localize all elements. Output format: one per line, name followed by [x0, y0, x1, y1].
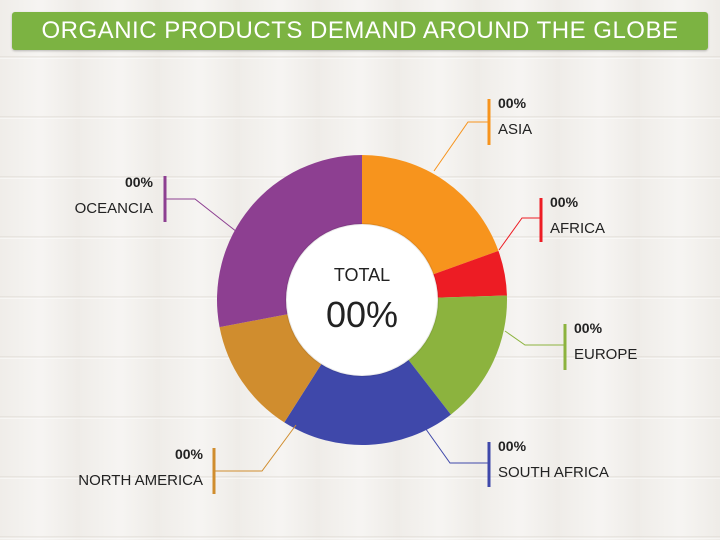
leader-line [215, 424, 297, 472]
slice-name-label: NORTH AMERICA [78, 472, 203, 489]
slice-value-label: 00% [574, 320, 603, 336]
leader-line [422, 424, 488, 464]
center-caption: TOTAL [334, 265, 390, 285]
leader-line [504, 330, 564, 346]
leader-line [433, 121, 488, 172]
slice-name-label: SOUTH AFRICA [498, 464, 609, 481]
leader-line [166, 198, 238, 233]
donut-hole [285, 223, 439, 377]
leader-line [498, 217, 540, 251]
slice-name-label: AFRICA [550, 220, 605, 237]
slice-name-label: ASIA [498, 121, 532, 138]
leader-lines-group [163, 99, 567, 494]
chart-title: ORGANIC PRODUCTS DEMAND AROUND THE GLOBE [41, 17, 679, 44]
labels-group: 00% ASIA 00% AFRICA 00% EUROPE 00% SOUTH AFRICA… [75, 95, 638, 489]
slice-name-label: OCEANCIA [75, 200, 153, 217]
slice-value-label: 00% [498, 95, 527, 111]
slice-value-label: 00% [550, 194, 579, 210]
slice-value-label: 00% [498, 438, 527, 454]
slice-name-label: EUROPE [574, 346, 637, 363]
center-value: 00% [326, 294, 398, 335]
slice-value-label: 00% [125, 174, 154, 190]
title-bar: ORGANIC PRODUCTS DEMAND AROUND THE GLOBE [12, 12, 708, 50]
slice-value-label: 00% [175, 446, 204, 462]
